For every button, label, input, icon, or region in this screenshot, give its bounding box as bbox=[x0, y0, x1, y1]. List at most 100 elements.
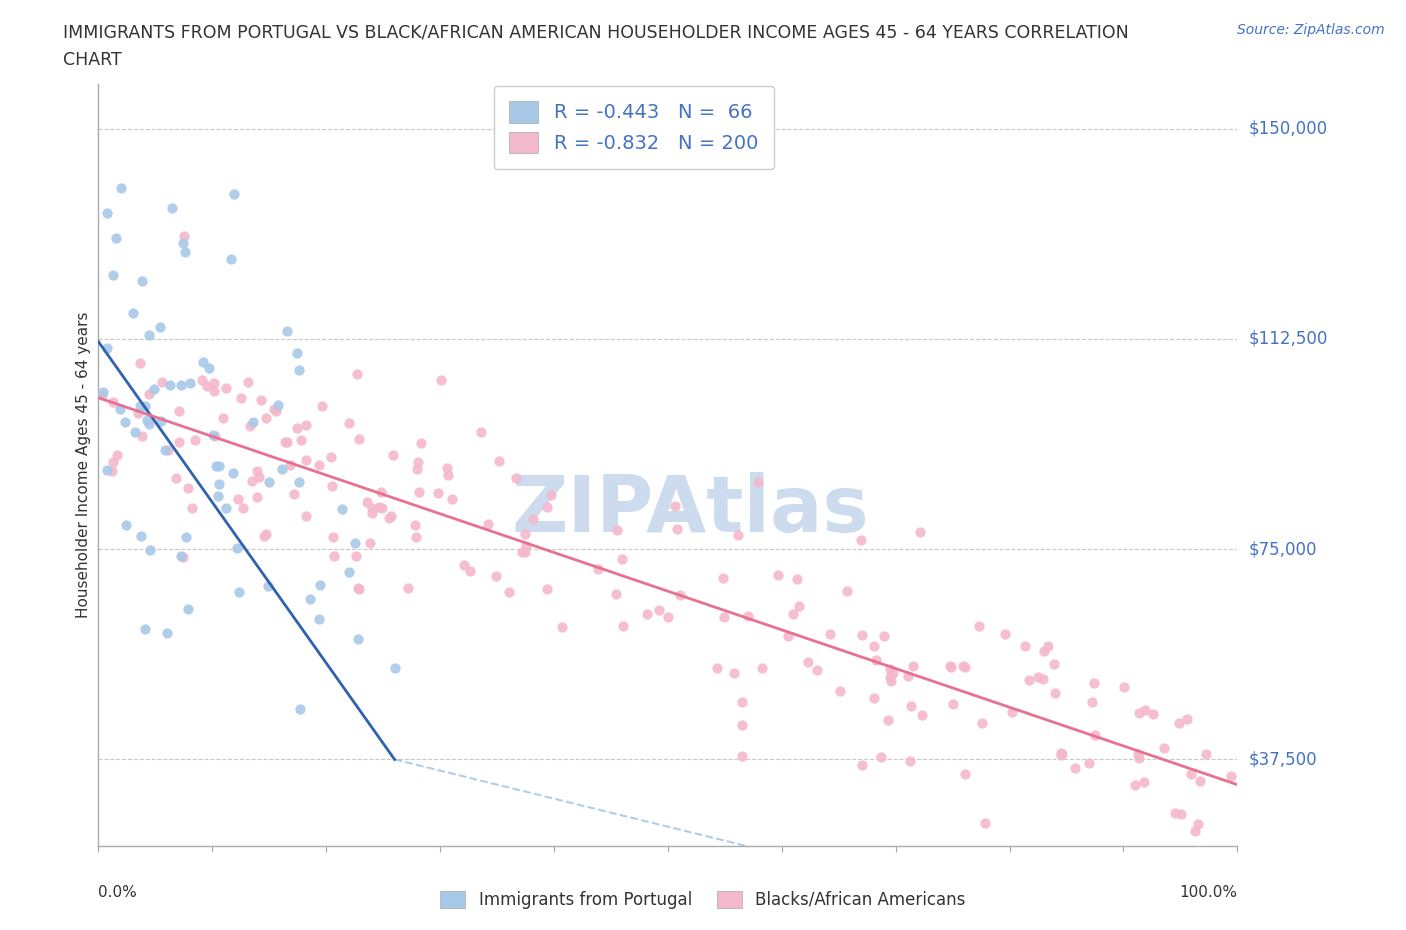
Point bbox=[1000, 704, 1022, 719]
Point bbox=[747, 475, 769, 490]
Point bbox=[880, 673, 903, 688]
Point bbox=[436, 468, 458, 483]
Point bbox=[287, 363, 309, 378]
Point bbox=[782, 606, 804, 621]
Point bbox=[114, 414, 136, 429]
Point bbox=[174, 245, 197, 259]
Point bbox=[143, 381, 166, 396]
Point bbox=[323, 549, 346, 564]
Point bbox=[295, 453, 318, 468]
Point bbox=[156, 626, 179, 641]
Point bbox=[259, 474, 281, 489]
Point bbox=[1045, 686, 1067, 701]
Point bbox=[470, 424, 492, 439]
Point bbox=[115, 517, 138, 532]
Point bbox=[586, 561, 609, 576]
Point bbox=[1032, 644, 1054, 658]
Point bbox=[837, 583, 859, 598]
Point bbox=[226, 492, 249, 507]
Point bbox=[263, 402, 285, 417]
Point bbox=[862, 638, 884, 653]
Point bbox=[453, 557, 475, 572]
Point bbox=[901, 659, 924, 674]
Point bbox=[295, 508, 318, 523]
Point bbox=[129, 528, 152, 543]
Point bbox=[877, 712, 900, 727]
Point bbox=[610, 551, 633, 566]
Point bbox=[727, 527, 749, 542]
Point bbox=[167, 404, 190, 418]
Point bbox=[101, 394, 124, 409]
Point bbox=[267, 398, 290, 413]
Point bbox=[285, 346, 308, 361]
Point bbox=[172, 236, 194, 251]
Point bbox=[212, 410, 235, 425]
Point bbox=[436, 460, 458, 475]
Point bbox=[911, 708, 934, 723]
Point bbox=[337, 565, 360, 579]
Point bbox=[879, 670, 901, 684]
Point bbox=[1018, 672, 1040, 687]
Point bbox=[150, 413, 173, 428]
Point bbox=[226, 541, 249, 556]
Point bbox=[181, 500, 204, 515]
Point bbox=[311, 399, 333, 414]
Point bbox=[138, 387, 160, 402]
Point bbox=[536, 582, 558, 597]
Point bbox=[1209, 861, 1232, 876]
Point bbox=[551, 619, 574, 634]
Point bbox=[863, 691, 886, 706]
Point bbox=[1042, 656, 1064, 671]
Point bbox=[347, 581, 370, 596]
Point bbox=[460, 564, 482, 578]
Point bbox=[408, 455, 430, 470]
Text: $150,000: $150,000 bbox=[1249, 120, 1327, 138]
Point bbox=[778, 629, 800, 644]
Point bbox=[1014, 639, 1036, 654]
Point bbox=[360, 506, 382, 521]
Point bbox=[1164, 805, 1187, 820]
Point bbox=[380, 508, 402, 523]
Point bbox=[110, 180, 132, 195]
Point bbox=[378, 511, 401, 525]
Point bbox=[138, 417, 160, 432]
Point bbox=[131, 429, 153, 444]
Point bbox=[713, 610, 735, 625]
Text: 0.0%: 0.0% bbox=[98, 885, 138, 900]
Point bbox=[900, 698, 922, 713]
Point bbox=[330, 501, 353, 516]
Point bbox=[129, 355, 152, 370]
Point bbox=[149, 319, 172, 334]
Point bbox=[440, 492, 463, 507]
Point bbox=[207, 458, 229, 473]
Point bbox=[1180, 766, 1202, 781]
Text: CHART: CHART bbox=[63, 51, 122, 69]
Point bbox=[96, 206, 118, 220]
Point bbox=[136, 412, 159, 427]
Point bbox=[195, 379, 218, 393]
Point bbox=[308, 578, 330, 592]
Point bbox=[384, 661, 406, 676]
Point bbox=[177, 481, 200, 496]
Point bbox=[536, 499, 558, 514]
Point bbox=[851, 628, 873, 643]
Point bbox=[938, 658, 960, 673]
Point bbox=[90, 387, 112, 402]
Point bbox=[828, 684, 851, 698]
Point bbox=[346, 631, 368, 646]
Point bbox=[1084, 728, 1107, 743]
Point bbox=[274, 434, 297, 449]
Text: ZIPAtlas: ZIPAtlas bbox=[512, 472, 869, 548]
Point bbox=[347, 580, 370, 595]
Point bbox=[228, 584, 250, 599]
Point bbox=[104, 231, 127, 246]
Point bbox=[222, 187, 245, 202]
Point bbox=[295, 418, 318, 432]
Point bbox=[1195, 747, 1218, 762]
Point bbox=[648, 603, 671, 618]
Point bbox=[669, 588, 692, 603]
Point bbox=[786, 572, 808, 587]
Point bbox=[308, 458, 330, 472]
Point bbox=[766, 567, 789, 582]
Point bbox=[1064, 761, 1087, 776]
